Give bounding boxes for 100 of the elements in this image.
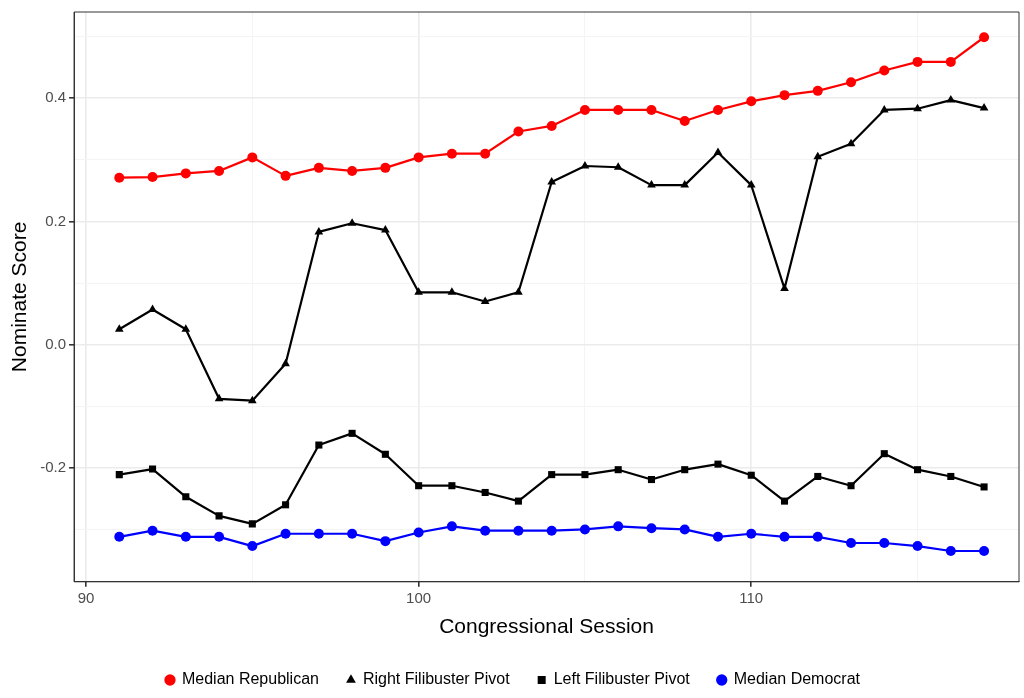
point (281, 358, 290, 367)
point (282, 501, 290, 509)
point (913, 103, 922, 112)
point (847, 482, 855, 490)
point (613, 162, 623, 170)
point (114, 172, 125, 183)
point (114, 324, 124, 332)
point (149, 465, 157, 473)
point (681, 466, 689, 474)
point (580, 161, 590, 169)
point (182, 493, 190, 501)
point (180, 531, 191, 542)
y-tick-label: 0.2 (45, 211, 67, 229)
point (579, 524, 590, 535)
point (147, 525, 158, 536)
y-tick-label: -0.2 (40, 457, 67, 475)
point (779, 531, 790, 542)
point (980, 483, 988, 491)
point (747, 471, 755, 479)
point (181, 324, 191, 332)
point (912, 56, 923, 67)
point (480, 296, 490, 305)
legend-label: Median Republican (181, 670, 319, 688)
point (879, 65, 890, 76)
point (413, 152, 424, 163)
point (813, 151, 823, 160)
point (315, 441, 323, 449)
point (115, 471, 123, 479)
point (214, 393, 224, 402)
point (579, 104, 590, 115)
point (447, 287, 457, 295)
point (214, 531, 225, 542)
point (814, 472, 822, 480)
point (679, 116, 690, 127)
point (779, 90, 790, 101)
point (247, 152, 258, 163)
point (880, 450, 888, 458)
point (446, 521, 457, 532)
point (514, 497, 522, 505)
point (348, 429, 356, 437)
point (481, 488, 489, 497)
point (114, 531, 125, 542)
point (713, 147, 723, 155)
point (313, 528, 324, 539)
point (381, 225, 390, 233)
point (248, 520, 256, 528)
legend-label: Left Filibuster Pivot (553, 670, 691, 688)
point (879, 104, 889, 113)
point (712, 104, 723, 115)
point (413, 527, 424, 538)
point (514, 287, 523, 295)
point (448, 482, 456, 490)
point (548, 471, 556, 479)
legend-label: Median Democrat (733, 670, 861, 688)
point (513, 126, 524, 137)
x-axis-title: Congressional Session (439, 614, 654, 638)
point (280, 170, 291, 181)
x-tick-label: 110 (739, 588, 764, 606)
point (380, 162, 391, 173)
point (546, 120, 557, 131)
point (846, 77, 857, 88)
point (947, 472, 955, 480)
point (979, 103, 989, 111)
point (347, 165, 358, 176)
point (812, 531, 823, 542)
point (812, 85, 823, 96)
point (680, 180, 690, 188)
point (780, 283, 789, 292)
y-tick-label: 0.4 (45, 88, 67, 106)
point (180, 168, 191, 179)
x-tick-label: 90 (77, 588, 95, 606)
point (214, 165, 225, 176)
point (979, 32, 990, 43)
point (613, 104, 624, 115)
point (946, 95, 956, 103)
x-tick-label: 100 (406, 588, 432, 606)
point (780, 497, 789, 505)
point (979, 546, 990, 556)
point (380, 536, 391, 547)
point (248, 395, 257, 404)
point (347, 528, 358, 539)
point (280, 528, 291, 539)
point (613, 521, 624, 532)
point (646, 523, 657, 534)
point (614, 466, 622, 474)
point (679, 524, 690, 535)
point (746, 96, 757, 107)
point (712, 531, 723, 542)
point (714, 460, 722, 468)
point (547, 177, 557, 185)
point (313, 162, 324, 173)
point (647, 180, 656, 188)
point (148, 304, 157, 313)
point (912, 541, 923, 552)
y-axis-title: Nominate Score (7, 221, 31, 373)
point (546, 525, 557, 536)
point (846, 537, 857, 548)
point (879, 537, 890, 548)
point (446, 148, 457, 159)
point (347, 218, 357, 226)
